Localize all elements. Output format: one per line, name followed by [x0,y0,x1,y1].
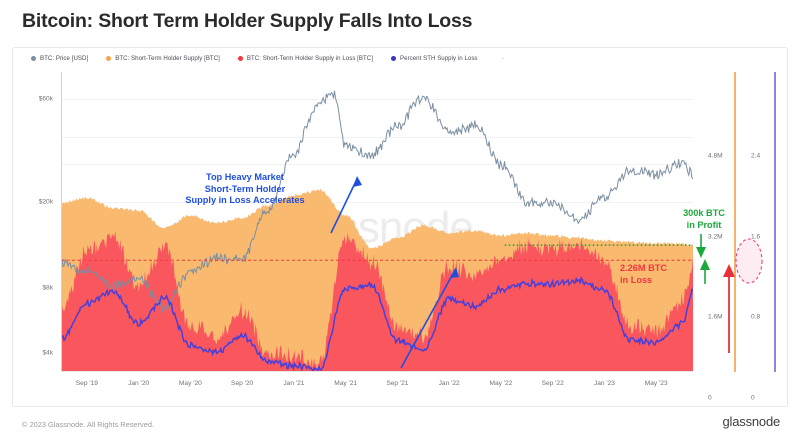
date-axis-tick: Sep '22 [541,380,564,387]
supply-axis: 0 1.6M 3.2M 4.8M [696,96,736,402]
date-axis-tick: Jan '23 [593,380,615,387]
left-spine [61,72,62,372]
date-axis-tick: Sep '19 [75,380,98,387]
legend-item-percent-sth-supply-in-loss[interactable]: Percent STH Supply in Loss [391,55,478,62]
price-line [61,90,693,313]
supply-axis-tick: 1.6M [708,313,723,321]
gridline [61,164,693,166]
legend-swatch-icon [237,55,243,61]
date-axis-tick: Sep '21 [386,380,409,387]
percent-axis-tick: 0.8 [751,313,761,321]
legend-swatch-icon [31,55,36,61]
legend-item-price[interactable]: BTC: Price [USD] [31,55,88,62]
legend-label: BTC: Price [USD] [40,54,89,62]
percent-axis-tick: 1.6 [751,233,761,241]
percent-axis-tick: 2.4 [751,152,761,160]
chart-card: BTC: Price [USD] BTC: Short-Term Holder … [12,47,788,407]
legend-swatch-icon [106,55,112,61]
date-axis-tick: Sep '20 [231,380,254,387]
chart-legend: BTC: Price [USD] BTC: Short-Term Holder … [13,48,787,68]
legend-swatch-icon [391,55,397,61]
price-axis-tick: $60k [38,95,53,103]
legend-item-sth-supply-in-loss[interactable]: BTC: Short-Term Holder Supply in Loss [B… [237,54,374,62]
price-axis: $4k $8k $20k $60k [13,72,59,372]
glassnode-logo: glassnode [722,414,781,429]
legend-label: BTC: Short-Term Holder Supply [BTC] [115,54,220,62]
date-axis-tick: May '20 [178,380,202,387]
price-axis-tick: $8k [42,284,53,292]
percent-axis-tick: 0 [751,394,755,402]
gridline [61,98,693,100]
page-title: Bitcoin: Short Term Holder Supply Falls … [22,10,473,32]
supply-axis-tick: 0 [708,394,712,402]
date-axis-tick: May '21 [334,380,358,387]
plot-canvas: glassnode [61,72,693,372]
percent-axis: 0 0.8 1.6 2.4 [739,96,779,402]
legend-label: Percent STH Supply in Loss [400,54,478,62]
plot-area: glassnode 0 1.6M 3.2M 4.8M 0 0.8 1.6 2.4 [61,72,779,402]
price-axis-tick: $4k [42,349,53,357]
date-axis-tick: Jan '22 [438,380,460,387]
supply-axis-bar [734,72,736,372]
date-axis-tick: Jan '20 [128,380,150,387]
date-axis-tick: May '22 [489,380,513,387]
legend-label: BTC: Short-Term Holder Supply in Loss [B… [246,54,374,62]
copyright-text: © 2023 Glassnode. All Rights Reserved. [22,420,154,429]
gridline [61,202,693,204]
price-axis-tick: $20k [38,198,53,206]
sth-supply-in-loss-area [61,231,693,372]
supply-axis-tick: 4.8M [708,152,723,160]
date-axis: Sep '19 Jan '20 May '20 Sep '20 Jan '21 May '… [61,376,693,396]
date-axis-tick: Jan '21 [283,380,305,387]
date-axis-tick: May '23 [644,380,668,387]
legend-item-sth-supply[interactable]: BTC: Short-Term Holder Supply [BTC] [106,55,220,62]
legend-overflow-icon[interactable]: - [501,54,504,62]
bottom-spine [61,371,693,372]
percent-sth-supply-in-loss-line [61,275,693,372]
gridline [61,137,693,139]
supply-axis-tick: 3.2M [708,233,723,241]
series-canvas [61,90,693,372]
percent-axis-bar [774,72,776,372]
